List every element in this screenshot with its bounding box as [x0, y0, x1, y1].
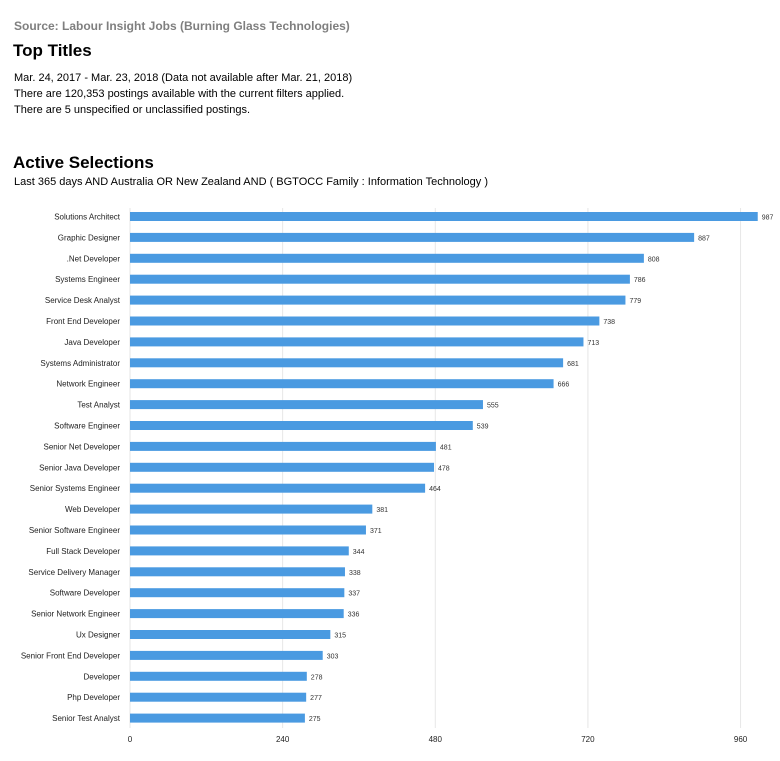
category-label: Software Engineer: [54, 422, 120, 431]
value-label: 681: [567, 361, 579, 368]
value-label: 277: [310, 695, 322, 702]
value-label: 555: [487, 403, 499, 410]
value-label: 275: [309, 716, 321, 723]
value-label: 278: [311, 674, 323, 681]
tick-label: 240: [276, 735, 290, 744]
category-label: Senior Test Analyst: [52, 714, 121, 723]
bar: [130, 316, 600, 326]
value-label: 336: [348, 612, 360, 619]
value-label: 779: [629, 298, 641, 305]
bar: [130, 671, 307, 681]
value-label: 371: [370, 528, 382, 535]
category-label: Solutions Architect: [54, 213, 121, 222]
category-label: Senior Systems Engineer: [30, 484, 121, 493]
category-label: .Net Developer: [67, 254, 121, 263]
category-label: Java Developer: [64, 338, 120, 347]
bar: [130, 504, 373, 514]
bar: [130, 400, 483, 410]
bar: [130, 546, 349, 556]
category-label: Test Analyst: [77, 401, 120, 410]
bar: [130, 567, 345, 577]
source-text: Source: Labour Insight Jobs (Burning Gla…: [14, 19, 350, 33]
bar: [130, 295, 626, 305]
value-label: 887: [698, 235, 710, 242]
value-label: 539: [477, 424, 489, 431]
category-label: Full Stack Developer: [46, 547, 120, 556]
category-label: Senior Net Developer: [44, 442, 121, 451]
value-label: 315: [334, 633, 346, 640]
category-label: Service Desk Analyst: [45, 296, 121, 305]
category-label: Web Developer: [65, 505, 120, 514]
value-label: 381: [376, 507, 388, 514]
bar: [130, 609, 344, 619]
bar: [130, 713, 305, 723]
category-label: Developer: [84, 672, 121, 681]
value-label: 478: [438, 465, 450, 472]
category-label: Systems Engineer: [55, 275, 120, 284]
value-label: 338: [349, 570, 361, 577]
value-label: 666: [558, 382, 570, 389]
value-label: 337: [348, 591, 360, 598]
category-label: Senior Front End Developer: [21, 651, 121, 660]
bar: [130, 692, 307, 702]
tick-label: 720: [581, 735, 595, 744]
value-label: 713: [587, 340, 599, 347]
active-selections-title: Active Selections: [13, 153, 154, 172]
value-label: 344: [353, 549, 365, 556]
bar: [130, 212, 758, 221]
unspecified-count: There are 5 unspecified or unclassified …: [14, 104, 251, 116]
category-label: Front End Developer: [46, 317, 120, 326]
value-label: 808: [648, 256, 660, 263]
tick-label: 480: [429, 735, 443, 744]
category-label: Graphic Designer: [58, 233, 121, 242]
bar: [130, 337, 584, 347]
date-range: Mar. 24, 2017 - Mar. 23, 2018 (Data not …: [14, 72, 353, 84]
page-title: Top Titles: [13, 41, 92, 60]
bar: [130, 630, 331, 639]
category-label: Senior Java Developer: [39, 463, 120, 472]
category-label: Php Developer: [67, 693, 120, 702]
active-filter-text: Last 365 days AND Australia OR New Zeala…: [14, 176, 489, 188]
category-label: Software Developer: [50, 589, 121, 598]
bar: [130, 462, 435, 472]
bar: [130, 232, 695, 242]
value-label: 464: [429, 486, 441, 493]
category-label: Network Engineer: [56, 380, 120, 389]
bar: [130, 441, 436, 451]
category-label: Senior Network Engineer: [31, 610, 120, 619]
bar: [130, 483, 426, 493]
value-label: 987: [762, 215, 774, 222]
bar: [130, 525, 366, 535]
category-label: Ux Designer: [76, 631, 120, 640]
bar: [130, 650, 323, 660]
value-label: 481: [440, 444, 452, 451]
bar: [130, 358, 564, 368]
bar: [130, 379, 554, 389]
tick-label: 0: [128, 735, 133, 744]
bar: [130, 274, 630, 284]
value-label: 303: [327, 653, 339, 660]
category-label: Service Delivery Manager: [28, 568, 120, 577]
value-label: 786: [634, 277, 646, 284]
category-label: Systems Administrator: [40, 359, 120, 368]
category-label: Senior Software Engineer: [29, 526, 121, 535]
value-label: 738: [603, 319, 615, 326]
bar: [130, 588, 345, 598]
postings-count: There are 120,353 postings available wit…: [14, 88, 345, 100]
bar: [130, 421, 473, 430]
bar-chart: Solutions Architect 987 Graphic Designer 88…: [21, 208, 774, 744]
tick-label: 960: [734, 735, 748, 744]
bar: [130, 253, 644, 263]
